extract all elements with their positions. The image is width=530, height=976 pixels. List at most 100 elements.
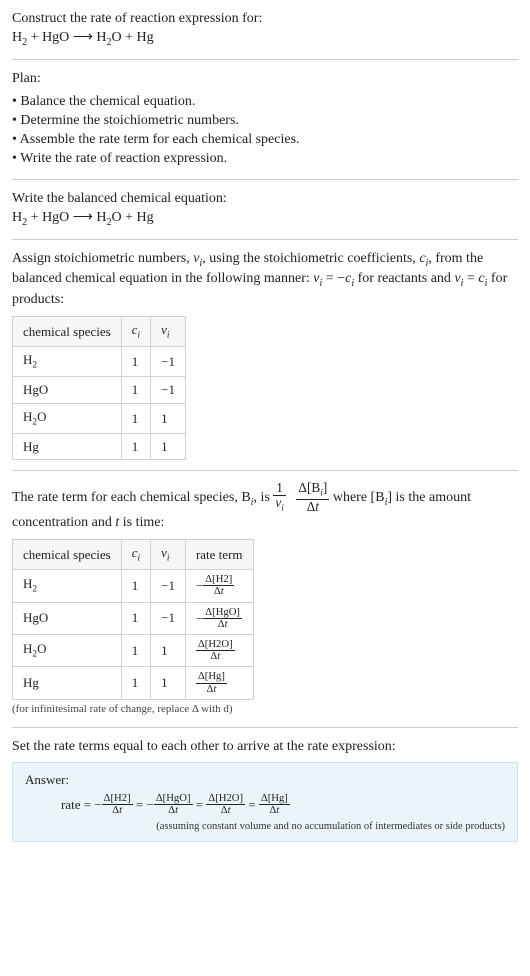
balanced: Write the balanced chemical equation: H2… [12, 190, 518, 229]
table-header-row: chemical species ci νi rate term [13, 539, 254, 569]
cell-nui: 1 [151, 634, 186, 666]
table-row: HgO1−1 [13, 377, 186, 404]
cell-species: Hg [13, 667, 122, 699]
plan-heading: Plan: [12, 70, 518, 89]
cell-species: H2 [13, 570, 122, 602]
rate-table-footnote: (for infinitesimal rate of change, repla… [12, 702, 518, 717]
col-ci: ci [121, 316, 150, 346]
col-rate: rate term [185, 539, 253, 569]
rate-frac: Δ[Hg]Δt [259, 793, 290, 816]
table-header-row: chemical species ci νi [13, 316, 186, 346]
rate-prefix: rate = [61, 797, 94, 812]
separator [12, 59, 518, 60]
equals-sign: = [133, 797, 147, 812]
table-row: Hg11 [13, 433, 186, 460]
col-ci: ci [121, 539, 150, 569]
plan: Plan: Balance the chemical equation. Det… [12, 70, 518, 168]
separator [12, 179, 518, 180]
frac-den: Δt [296, 500, 329, 514]
frac-den: Δt [102, 805, 133, 816]
frac-num: Δ[H2] [102, 793, 133, 805]
cell-species: Hg [13, 433, 122, 460]
table-row: H2 1 −1 −Δ[H2]Δt [13, 570, 254, 602]
balanced-equation: H2 + HgO ⟶ H2O + Hg [12, 209, 518, 229]
table-row: Hg 1 1 Δ[Hg]Δt [13, 667, 254, 699]
cell-rate: Δ[Hg]Δt [185, 667, 253, 699]
rate-table: chemical species ci νi rate term H2 1 −1… [12, 539, 254, 700]
intro-equation: H2 + HgO ⟶ H2O + Hg [12, 29, 518, 49]
frac-den: Δt [259, 805, 290, 816]
equals-sign: = [193, 797, 207, 812]
frac-den: Δt [196, 651, 235, 662]
frac-num: Δ[Hg] [196, 671, 227, 683]
rate-frac: Δ[H2O]Δt [196, 639, 235, 662]
rate-term-section: The rate term for each chemical species,… [12, 481, 518, 716]
rate-frac-coeff: 1 νi [273, 481, 286, 514]
cell-nui: −1 [151, 602, 186, 634]
frac-num: 1 [273, 481, 286, 496]
intro: Construct the rate of reaction expressio… [12, 10, 518, 49]
neg-sign: − [196, 610, 203, 625]
answer-assumption: (assuming constant volume and no accumul… [25, 820, 505, 834]
frac-num: Δ[H2O] [206, 793, 245, 805]
rate-term-para: The rate term for each chemical species,… [12, 481, 518, 533]
spacer [289, 489, 293, 504]
rate-frac-delta: Δ[Bi] Δt [296, 481, 329, 514]
frac-num: Δ[Hg] [259, 793, 290, 805]
cell-nui: 1 [151, 403, 186, 433]
col-nui: νi [151, 539, 186, 569]
rate-terms: −Δ[H2]Δt = −Δ[HgO]Δt = Δ[H2O]Δt = Δ[Hg]Δ… [94, 796, 290, 811]
rate-frac: Δ[H2O]Δt [206, 793, 245, 816]
cell-nui: −1 [151, 377, 186, 404]
equals-sign: = [245, 797, 259, 812]
separator [12, 239, 518, 240]
plan-item: Assemble the rate term for each chemical… [12, 131, 518, 150]
cell-ci: 1 [121, 570, 150, 602]
cell-species: H2O [13, 403, 122, 433]
frac-num: Δ[HgO] [154, 793, 193, 805]
frac-num: Δ[HgO] [203, 607, 242, 619]
intro-prompt: Construct the rate of reaction expressio… [12, 10, 518, 29]
frac-den: Δt [154, 805, 193, 816]
neg-sign: − [146, 797, 153, 812]
stoich-table: chemical species ci νi H21−1 HgO1−1 H2O1… [12, 316, 186, 461]
cell-ci: 1 [121, 377, 150, 404]
answer-box: Answer: rate = −Δ[H2]Δt = −Δ[HgO]Δt = Δ[… [12, 762, 518, 841]
col-species: chemical species [13, 539, 122, 569]
frac-den: Δt [203, 619, 242, 630]
separator [12, 727, 518, 728]
final-section: Set the rate terms equal to each other t… [12, 738, 518, 842]
cell-nui: −1 [151, 570, 186, 602]
final-heading: Set the rate terms equal to each other t… [12, 738, 518, 757]
cell-nui: 1 [151, 667, 186, 699]
cell-ci: 1 [121, 602, 150, 634]
cell-rate: −Δ[HgO]Δt [185, 602, 253, 634]
table-row: H2O 1 1 Δ[H2O]Δt [13, 634, 254, 666]
cell-species: HgO [13, 602, 122, 634]
cell-ci: 1 [121, 667, 150, 699]
rate-frac: Δ[H2]Δt [102, 793, 133, 816]
rate-para-pre: The rate term for each chemical species,… [12, 490, 273, 505]
table-row: H21−1 [13, 346, 186, 376]
balanced-heading: Write the balanced chemical equation: [12, 190, 518, 209]
rate-expression: rate = −Δ[H2]Δt = −Δ[HgO]Δt = Δ[H2O]Δt =… [25, 793, 505, 816]
plan-item: Balance the chemical equation. [12, 93, 518, 112]
cell-ci: 1 [121, 346, 150, 376]
neg-sign: − [94, 797, 101, 812]
table-row: HgO 1 −1 −Δ[HgO]Δt [13, 602, 254, 634]
rate-frac: Δ[H2]Δt [203, 574, 234, 597]
frac-num: Δ[H2O] [196, 639, 235, 651]
col-species: chemical species [13, 316, 122, 346]
rate-frac: Δ[HgO]Δt [154, 793, 193, 816]
cell-species: HgO [13, 377, 122, 404]
plan-item: Determine the stoichiometric numbers. [12, 112, 518, 131]
rate-frac: Δ[HgO]Δt [203, 607, 242, 630]
frac-num: Δ[Bi] [296, 481, 329, 500]
cell-nui: 1 [151, 433, 186, 460]
cell-species: H2O [13, 634, 122, 666]
separator [12, 470, 518, 471]
cell-ci: 1 [121, 433, 150, 460]
cell-rate: −Δ[H2]Δt [185, 570, 253, 602]
frac-den: Δt [203, 586, 234, 597]
frac-den: νi [273, 496, 286, 514]
